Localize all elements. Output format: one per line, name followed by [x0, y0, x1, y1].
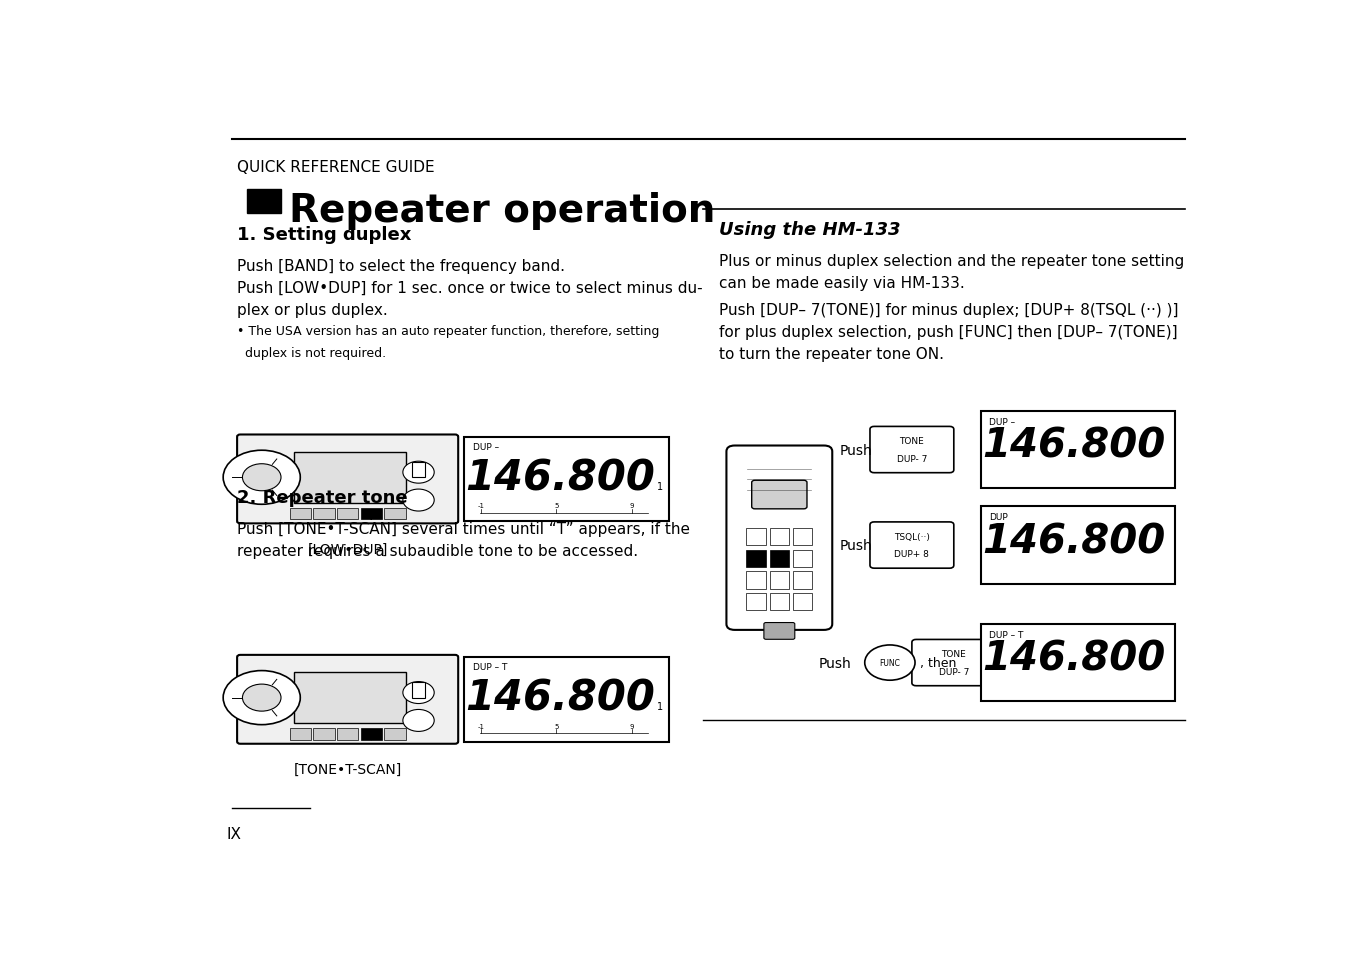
Text: 146.800: 146.800: [983, 426, 1165, 466]
Text: [TONE•T-SCAN]: [TONE•T-SCAN]: [293, 762, 402, 777]
FancyBboxPatch shape: [869, 522, 953, 569]
Bar: [792, 550, 813, 567]
Bar: [982, 412, 1175, 489]
FancyBboxPatch shape: [237, 655, 458, 744]
Bar: [746, 550, 767, 567]
Text: 146.800: 146.800: [465, 456, 656, 498]
Text: DUP- 7: DUP- 7: [896, 455, 927, 463]
Circle shape: [223, 451, 300, 505]
Bar: [361, 508, 383, 520]
Text: 1. Setting duplex: 1. Setting duplex: [237, 226, 411, 244]
Text: duplex is not required.: duplex is not required.: [237, 347, 387, 360]
Text: QUICK REFERENCE GUIDE: QUICK REFERENCE GUIDE: [237, 160, 435, 174]
Text: DUP – T: DUP – T: [990, 630, 1023, 639]
Bar: [337, 728, 358, 740]
Text: TSQL(··): TSQL(··): [894, 532, 930, 541]
Bar: [769, 529, 790, 546]
Text: Using the HM-133: Using the HM-133: [719, 221, 900, 239]
Bar: [746, 594, 767, 611]
Text: Push [TONE•T-SCAN] several times until “T” appears, if the: Push [TONE•T-SCAN] several times until “…: [237, 521, 690, 537]
Text: 5: 5: [554, 503, 558, 509]
Circle shape: [242, 684, 281, 711]
Bar: [384, 728, 406, 740]
FancyBboxPatch shape: [752, 480, 807, 509]
Text: 5: 5: [554, 723, 558, 729]
Text: plex or plus duplex.: plex or plus duplex.: [237, 303, 388, 318]
Bar: [412, 682, 425, 698]
Circle shape: [865, 645, 915, 680]
Circle shape: [223, 671, 300, 725]
FancyBboxPatch shape: [869, 427, 953, 474]
Circle shape: [242, 464, 281, 491]
Text: 1: 1: [657, 481, 664, 491]
Text: for plus duplex selection, push [FUNC] then [DUP– 7(TONE)]: for plus duplex selection, push [FUNC] t…: [719, 324, 1178, 339]
Bar: [769, 572, 790, 589]
FancyBboxPatch shape: [726, 446, 833, 630]
Text: TONE: TONE: [941, 650, 967, 659]
Text: Push: Push: [840, 443, 872, 457]
Bar: [769, 550, 790, 567]
Bar: [412, 462, 425, 477]
Text: Repeater operation: Repeater operation: [289, 192, 715, 230]
Circle shape: [403, 681, 434, 704]
Bar: [982, 624, 1175, 701]
Bar: [792, 529, 813, 546]
Text: 9: 9: [630, 503, 634, 509]
Text: Push [DUP– 7(TONE)] for minus duplex; [DUP+ 8(TSQL (··) )]: Push [DUP– 7(TONE)] for minus duplex; [D…: [719, 302, 1179, 317]
Bar: [746, 572, 767, 589]
Text: 146.800: 146.800: [983, 521, 1165, 561]
Bar: [384, 508, 406, 520]
Text: IX: IX: [227, 826, 242, 841]
Text: -1: -1: [477, 503, 484, 509]
Text: [LOW•DUP]: [LOW•DUP]: [307, 542, 388, 557]
Text: Push [BAND] to select the frequency band.: Push [BAND] to select the frequency band…: [237, 259, 565, 274]
Text: DUP- 7: DUP- 7: [938, 667, 969, 677]
Text: DUP+ 8: DUP+ 8: [895, 550, 929, 558]
Bar: [465, 437, 669, 521]
Text: 146.800: 146.800: [465, 677, 656, 719]
FancyBboxPatch shape: [237, 435, 458, 524]
Bar: [246, 190, 281, 214]
Text: can be made easily via HM-133.: can be made easily via HM-133.: [719, 275, 965, 291]
Text: DUP: DUP: [990, 513, 1009, 522]
Text: DUP – T: DUP – T: [473, 662, 507, 672]
Text: FUNC: FUNC: [879, 659, 900, 667]
FancyBboxPatch shape: [764, 623, 795, 639]
Text: repeater requires a subaudible tone to be accessed.: repeater requires a subaudible tone to b…: [237, 543, 638, 558]
Circle shape: [403, 710, 434, 732]
Circle shape: [403, 490, 434, 512]
Text: Push [LOW•DUP] for 1 sec. once or twice to select minus du-: Push [LOW•DUP] for 1 sec. once or twice …: [237, 281, 703, 296]
Bar: [746, 529, 767, 546]
Bar: [361, 728, 383, 740]
Text: 1: 1: [657, 701, 664, 711]
Text: 146.800: 146.800: [983, 639, 1165, 679]
Bar: [792, 572, 813, 589]
Bar: [792, 594, 813, 611]
Text: Plus or minus duplex selection and the repeater tone setting: Plus or minus duplex selection and the r…: [719, 253, 1184, 269]
Text: , then: , then: [921, 657, 957, 669]
Bar: [314, 508, 335, 520]
Text: • The USA version has an auto repeater function, therefore, setting: • The USA version has an auto repeater f…: [237, 325, 660, 338]
Text: to turn the repeater tone ON.: to turn the repeater tone ON.: [719, 346, 944, 361]
Bar: [465, 658, 669, 741]
Bar: [289, 728, 311, 740]
Text: Push: Push: [840, 538, 872, 553]
Text: -1: -1: [477, 723, 484, 729]
Bar: [982, 507, 1175, 584]
Text: DUP –: DUP –: [990, 417, 1015, 426]
Bar: [293, 453, 406, 503]
Text: TONE: TONE: [899, 436, 925, 446]
Bar: [769, 594, 790, 611]
FancyBboxPatch shape: [911, 639, 995, 686]
Bar: [289, 508, 311, 520]
Circle shape: [403, 461, 434, 484]
Bar: [337, 508, 358, 520]
Bar: [293, 673, 406, 723]
Text: Push: Push: [818, 656, 852, 670]
Text: 9: 9: [630, 723, 634, 729]
Bar: [314, 728, 335, 740]
Text: DUP –: DUP –: [473, 442, 499, 452]
Text: 2. Repeater tone: 2. Repeater tone: [237, 489, 408, 507]
